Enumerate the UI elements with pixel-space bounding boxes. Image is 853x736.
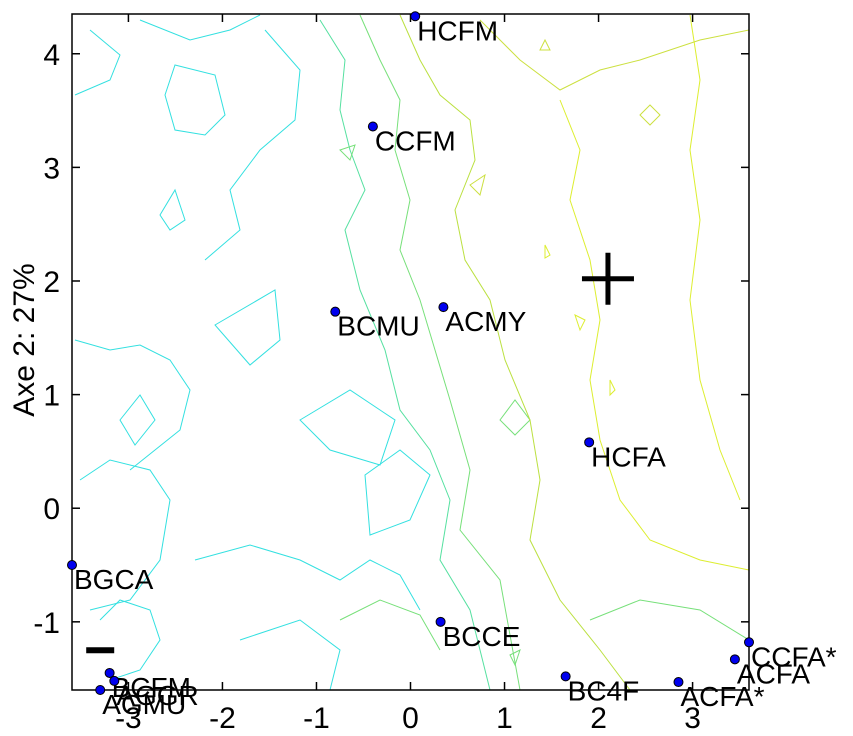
data-point-hcfa: HCFA	[584, 437, 666, 472]
data-point-aggr: AGGR	[109, 675, 199, 711]
point-label: HCFA	[591, 441, 666, 472]
x-tick-label: 3	[684, 702, 701, 735]
data-point-acmy: ACMY	[438, 302, 527, 337]
point-marker	[95, 685, 106, 695]
point-marker	[438, 302, 449, 313]
data-point-acfa: ACFA*	[673, 677, 765, 712]
point-marker	[67, 560, 77, 571]
point-label: AGMU	[102, 689, 186, 720]
data-point-ccfa: CCFA*	[744, 637, 837, 672]
point-label: ACFA	[737, 658, 810, 689]
y-tick-label: -1	[33, 607, 60, 640]
contour-lines	[74, 14, 749, 690]
point-label: ACFA*	[680, 681, 764, 712]
point-marker	[673, 677, 684, 688]
data-point-bcmu: BCMU	[330, 306, 420, 342]
point-label: ACMY	[445, 306, 526, 337]
point-label: BCCE	[443, 621, 521, 652]
point-label: BC4F	[568, 675, 640, 706]
point-marker	[104, 667, 115, 678]
x-tick-label: 0	[402, 702, 419, 735]
x-tick-label: -3	[115, 702, 142, 735]
y-axis-title: Axe 2: 27%	[8, 263, 41, 416]
point-marker	[560, 671, 571, 682]
point-label: BCFM	[112, 672, 191, 703]
data-point-bc4f: BC4F	[560, 671, 640, 706]
point-marker	[109, 675, 120, 686]
x-axis: -3 -2 -1 0 1 2 3	[115, 14, 701, 735]
y-tick-label: 3	[43, 152, 60, 185]
point-marker	[744, 637, 754, 648]
data-point-bcfm: BCFM	[104, 667, 191, 703]
y-tick-label: 2	[43, 266, 60, 299]
data-point-hcfm: HCFM	[410, 11, 498, 46]
point-marker	[584, 437, 595, 448]
plot-frame	[71, 13, 750, 691]
data-point-ccfm: CCFM	[367, 121, 456, 156]
x-tick-label: 2	[590, 702, 607, 735]
x-tick-label: -1	[303, 702, 330, 735]
y-axis: -1 0 1 2 3 4	[33, 39, 749, 640]
point-label: CCFA*	[751, 641, 837, 672]
point-marker	[367, 121, 378, 132]
data-points: HCFM CCFM BCMU ACMY HCFA BGCA BCCE BCFMAGGRAGMU…	[67, 11, 837, 720]
point-label: BGCA	[74, 564, 154, 595]
point-marker	[435, 616, 446, 627]
point-label: BCMU	[337, 311, 419, 342]
plus-marker	[581, 252, 634, 305]
y-tick-label: 1	[43, 380, 60, 413]
chart-markers	[86, 252, 634, 654]
data-point-bgca: BGCA	[67, 560, 154, 595]
x-tick-label: 1	[496, 702, 513, 735]
y-tick-label: 4	[43, 39, 60, 72]
point-label: HCFM	[417, 15, 498, 46]
y-tick-label: 0	[43, 493, 60, 526]
point-label: CCFM	[375, 125, 456, 156]
x-tick-label: -2	[209, 702, 236, 735]
point-marker	[410, 11, 421, 22]
data-point-agmu: AGMU	[95, 685, 186, 720]
data-point-acfa: ACFA	[729, 654, 810, 689]
point-label: AGGR	[116, 680, 198, 711]
data-point-bcce: BCCE	[435, 616, 521, 652]
point-marker	[729, 654, 740, 665]
point-marker	[330, 306, 341, 317]
